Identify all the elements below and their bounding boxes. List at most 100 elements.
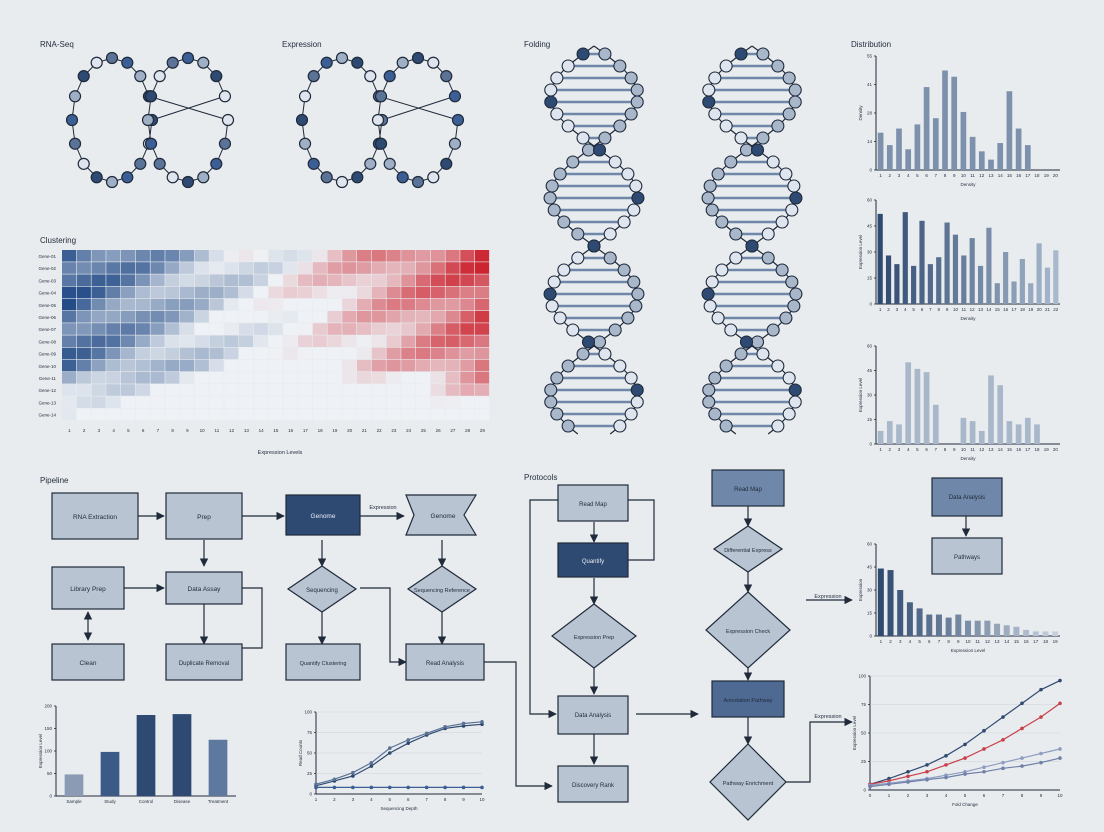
heatmap-cell bbox=[180, 408, 195, 421]
heatmap-cell bbox=[445, 311, 460, 323]
heatmap-cell bbox=[475, 262, 490, 274]
bar bbox=[988, 159, 994, 170]
heatmap-cell bbox=[475, 359, 490, 372]
heatmap-cell bbox=[91, 262, 106, 274]
heatmap-cell bbox=[327, 347, 342, 360]
heatmap-cell bbox=[327, 323, 342, 335]
helix-node bbox=[576, 347, 590, 361]
flowchart-left bbox=[83, 511, 553, 791]
heatmap-cell bbox=[91, 311, 106, 323]
heatmap-cell bbox=[180, 347, 195, 360]
heatmap-cell bbox=[180, 384, 195, 396]
molecule-atom bbox=[221, 113, 235, 127]
heatmap-cell bbox=[253, 262, 268, 274]
flow-right-diff-label: Differential Express bbox=[724, 548, 772, 554]
x-tick-label: 3 bbox=[899, 639, 902, 644]
heatmap-cell bbox=[224, 262, 239, 274]
molecule-atom bbox=[298, 137, 312, 150]
heatmap-cell bbox=[342, 262, 357, 274]
helix-node bbox=[708, 371, 722, 385]
heatmap-cell bbox=[150, 250, 165, 262]
helix-node bbox=[592, 143, 607, 157]
molecule-atom bbox=[427, 171, 440, 184]
heatmap-cell bbox=[298, 408, 313, 421]
x-tick-label: 15 bbox=[1007, 173, 1013, 178]
heatmap-cell bbox=[401, 274, 416, 286]
heatmap-cell bbox=[475, 311, 490, 323]
helix-node bbox=[613, 419, 627, 433]
heatmap-cell bbox=[253, 286, 268, 299]
heatmap-cell bbox=[401, 372, 416, 384]
heatmap-cell bbox=[460, 274, 475, 286]
bar bbox=[1019, 258, 1025, 304]
heatmap-cell bbox=[312, 408, 327, 421]
series-point bbox=[963, 742, 967, 747]
series-point bbox=[443, 785, 447, 790]
heatmap-cell bbox=[460, 408, 475, 421]
heatmap-cell bbox=[150, 408, 165, 421]
y-axis-label: Expression Level bbox=[858, 378, 863, 412]
heatmap-cell bbox=[165, 359, 180, 372]
title-pipeline: Pipeline bbox=[40, 476, 69, 485]
helix-node bbox=[566, 323, 580, 337]
heatmap-cell bbox=[91, 323, 106, 335]
x-tick-label: 20 bbox=[1053, 173, 1059, 178]
heatmap-cell bbox=[150, 298, 165, 311]
heatmap-cell bbox=[239, 298, 254, 311]
x-tick-label: 5 bbox=[964, 793, 967, 798]
helix-node bbox=[550, 407, 564, 421]
helix-node bbox=[627, 203, 641, 217]
x-tick-label: 4 bbox=[904, 307, 907, 312]
heatmap-cell bbox=[91, 396, 106, 408]
y-tick-label: 0 bbox=[869, 168, 872, 173]
series-point bbox=[351, 774, 355, 778]
heatmap-cell bbox=[91, 384, 106, 396]
flow-node-quantify: Quantify Clustering bbox=[285, 643, 361, 681]
heatmap-cell bbox=[475, 396, 490, 408]
heatmap-cell bbox=[386, 286, 401, 299]
helix-node bbox=[789, 287, 803, 301]
heatmap-cell bbox=[357, 298, 372, 311]
heatmap-cell bbox=[239, 408, 254, 421]
heatmap-cell bbox=[357, 396, 372, 408]
helix-node bbox=[603, 251, 617, 265]
molecule-bond bbox=[151, 95, 226, 121]
y-tick-label: 55 bbox=[867, 54, 873, 59]
molecule-atom bbox=[210, 70, 223, 83]
series-point bbox=[387, 785, 392, 790]
molecule-atom bbox=[448, 90, 462, 103]
heatmap-row-label: Gene-10 bbox=[38, 364, 56, 369]
helix-node bbox=[617, 215, 631, 229]
heatmap-cell bbox=[62, 347, 77, 360]
helix-node bbox=[624, 107, 638, 121]
heatmap-cell bbox=[342, 335, 357, 347]
heatmap-cell bbox=[135, 384, 150, 396]
series-point bbox=[480, 720, 484, 724]
y-tick-label: 25 bbox=[307, 771, 313, 776]
x-axis-label: Density bbox=[960, 316, 976, 321]
heatmap-cell bbox=[121, 262, 136, 274]
heatmap-col-label: 16 bbox=[288, 428, 294, 433]
molecule-atom bbox=[121, 171, 134, 184]
chart-5: 0 50 100 150 200 Expression Level Sample Study C… bbox=[38, 704, 236, 804]
series-point bbox=[1020, 701, 1024, 706]
bar bbox=[969, 421, 976, 444]
x-tick-label: 9 bbox=[946, 307, 949, 312]
heatmap-row-label: Gene-04 bbox=[38, 291, 56, 296]
heatmap-cell bbox=[62, 298, 77, 311]
heatmap-cell bbox=[312, 286, 327, 299]
heatmap-cell bbox=[76, 384, 91, 396]
heatmap-cell bbox=[135, 298, 150, 311]
y-tick-label: 0 bbox=[863, 788, 866, 793]
heatmap-cell bbox=[194, 359, 209, 372]
bar bbox=[1034, 424, 1040, 444]
title-distribution: Distribution bbox=[851, 40, 891, 49]
helix-node bbox=[739, 143, 754, 157]
molecule-atom bbox=[295, 113, 309, 127]
heatmap-cell bbox=[327, 359, 342, 372]
heatmap-cell bbox=[91, 372, 106, 384]
heatmap-cell bbox=[327, 408, 342, 421]
heatmap-cell bbox=[76, 311, 91, 323]
heatmap-cell bbox=[224, 323, 239, 335]
